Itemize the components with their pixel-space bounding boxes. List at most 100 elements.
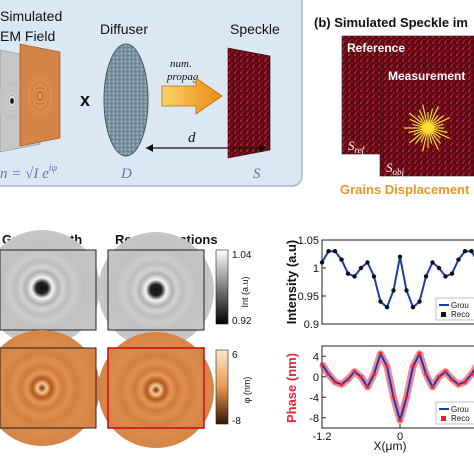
ground-truth-intensity-map <box>0 230 100 346</box>
recon-data-point <box>352 369 357 374</box>
ground-truth-intensity-frame <box>0 249 97 331</box>
field-label-line1: Simulated <box>0 8 62 24</box>
ground-truth-phase-map <box>0 330 100 446</box>
panel-a: Simulated EM Field x Diffuser num. propa… <box>0 0 303 187</box>
reference-label: Reference <box>347 41 405 55</box>
speckle-plane <box>227 47 271 159</box>
recon-data-point <box>339 257 344 262</box>
recon-data-point <box>397 254 403 259</box>
displacement-vector <box>427 106 439 129</box>
recon-data-point <box>319 260 325 265</box>
y-tick-label: 0.9 <box>304 319 319 331</box>
diffuser-label: Diffuser <box>100 21 148 37</box>
speckle-label: Speckle <box>230 21 280 37</box>
x-tick-label: 0 <box>397 431 403 443</box>
recon-data-point <box>391 395 396 400</box>
times-symbol: x <box>80 90 90 110</box>
recon-data-point <box>365 385 370 389</box>
legend-swatch-recon <box>441 312 446 317</box>
displacement-vector <box>427 108 434 129</box>
recon-data-point <box>411 364 415 369</box>
s-ref-main: S <box>348 138 355 153</box>
displacement-vector <box>408 127 429 144</box>
speckle-symbol: S <box>253 166 261 182</box>
recon-data-point <box>443 274 448 279</box>
y-tick-label: -4 <box>309 392 319 404</box>
arrow-label-line1: num. <box>170 58 192 70</box>
x-tick-label: -1.2 <box>313 431 332 443</box>
recon-data-point <box>398 418 402 423</box>
displacement-vector <box>420 127 429 143</box>
ground-truth-phase-frame <box>0 347 97 429</box>
recon-intensity-frame <box>107 249 205 331</box>
measurement-label: Measurement <box>388 69 465 83</box>
recon-data-point <box>417 299 422 304</box>
recon-data-point <box>333 380 337 384</box>
y-tick-label: -8 <box>309 413 319 425</box>
legend-label-ground: Grou <box>451 405 469 414</box>
x-axis-label: X(μm) <box>374 439 407 453</box>
displacement-vector <box>427 127 441 144</box>
phase-field-rings <box>26 74 54 118</box>
recon-data-point <box>462 249 468 254</box>
s-obj-sub: obj <box>393 167 405 177</box>
recon-data-point <box>436 265 442 271</box>
intensity-colorbar-min: 0.92 <box>232 316 252 327</box>
recon-data-point <box>456 257 461 262</box>
recon-phase-map <box>98 332 214 448</box>
recon-data-point <box>384 305 390 310</box>
recon-phase-frame <box>107 347 205 429</box>
recon-data-point <box>345 271 351 276</box>
recon-data-point <box>359 375 363 379</box>
recon-data-point <box>469 249 474 254</box>
s-obj-main: S <box>386 160 393 175</box>
displacement-vector <box>427 127 448 134</box>
recon-data-point <box>404 288 409 293</box>
s-ref-sub: ref <box>355 145 366 155</box>
recon-data-point <box>469 372 474 377</box>
s-obj-label: Sobj <box>386 160 405 177</box>
y-axis-label: Phase (nm) <box>284 353 299 423</box>
y-tick-label: 0.95 <box>298 291 319 303</box>
intensity-colorbar <box>215 249 229 325</box>
propagation-arrow <box>161 77 223 115</box>
recon-data-point <box>424 372 428 377</box>
recon-data-point <box>339 382 344 387</box>
recon-data-point <box>378 299 383 304</box>
displacement-vector <box>422 104 429 129</box>
displacement-vector <box>418 109 429 129</box>
field-formula-main: n = √I e <box>0 166 49 182</box>
measurement-speckle-image <box>379 63 474 177</box>
panel-b-title: (b) Simulated Speckle im <box>314 15 468 30</box>
recon-data-point <box>320 362 324 366</box>
recon-data-point <box>456 382 461 387</box>
phase-colorbar <box>215 349 229 425</box>
intensity-field-rings <box>0 79 26 123</box>
recon-data-point <box>449 271 455 276</box>
recon-data-point <box>372 372 376 377</box>
recon-data-point <box>371 274 377 279</box>
grains-displacement-caption: Grains Displacement <box>340 182 470 197</box>
displacement-vector <box>427 127 439 150</box>
legend-label-recon: Reco <box>451 414 470 423</box>
distance-arrowhead-left <box>146 144 153 152</box>
y-axis-label: Intensity (a.u) <box>284 240 299 325</box>
displacement-vector <box>427 115 444 129</box>
displacement-vector <box>408 112 429 129</box>
recon-data-point <box>410 305 416 310</box>
panel-b: (b) Simulated Speckle im Reference Sref … <box>314 15 474 197</box>
field-formula: n = √I eiφ <box>0 163 58 182</box>
arrow-label-line2: propag <box>166 71 199 83</box>
phase-colorbar-label: φ (nm) <box>242 377 252 404</box>
field-formula-exponent: iφ <box>49 163 58 174</box>
panel-a-background <box>0 0 303 187</box>
reconstruction-maps: Ground truth Reconstructions 1.04 0.92 I… <box>0 230 252 448</box>
y-tick-label: 0 <box>313 372 319 384</box>
recon-data-point <box>391 288 396 293</box>
recon-data-point <box>352 274 357 279</box>
displacement-starburst <box>404 104 450 152</box>
diffuser-symbol: D <box>120 166 132 182</box>
